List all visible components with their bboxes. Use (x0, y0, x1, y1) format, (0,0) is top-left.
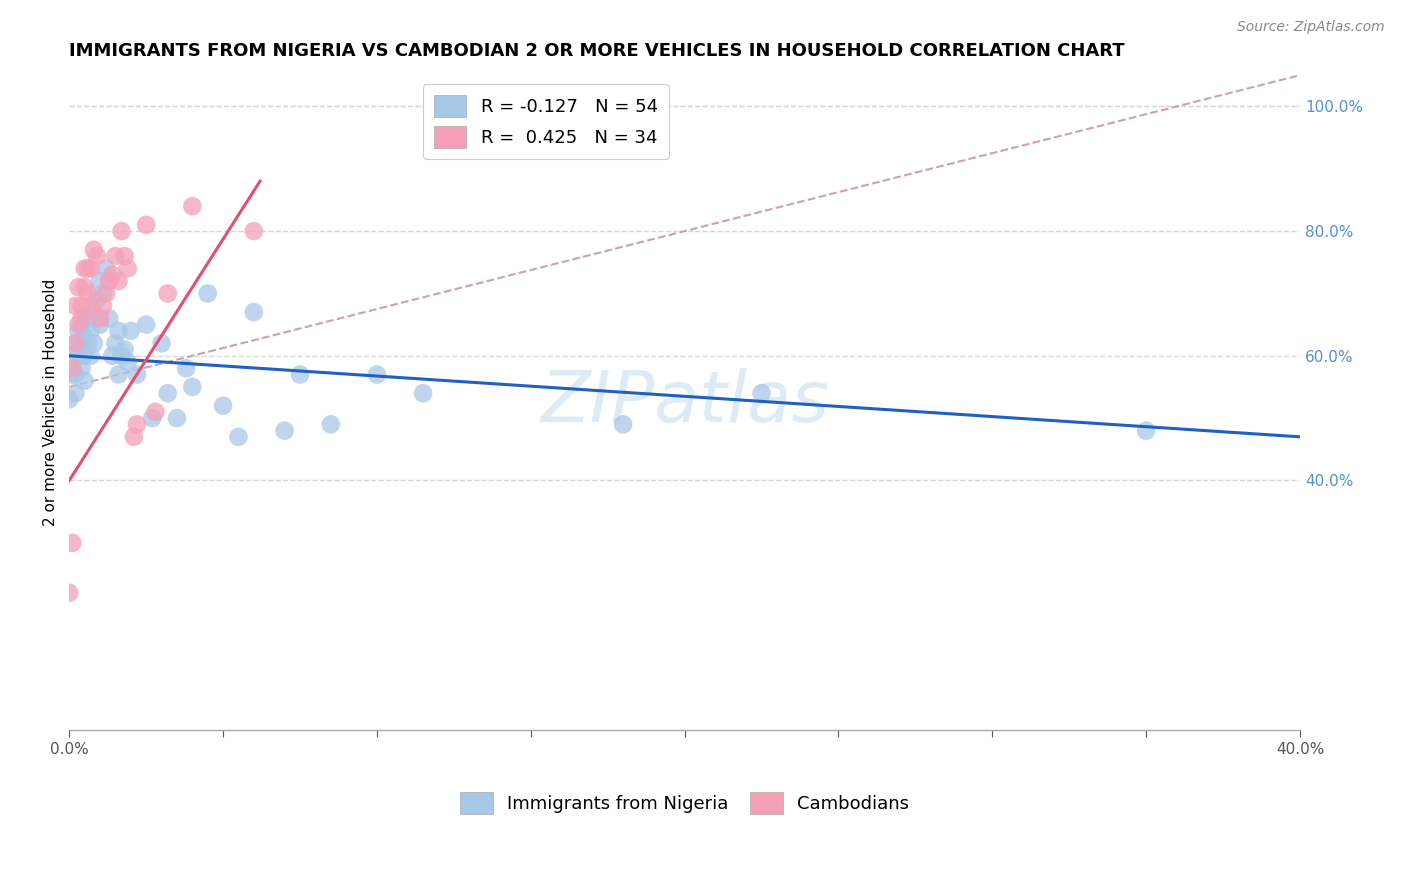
Point (319, 417, 342, 432)
Point (181, 199, 204, 213)
Point (67, 324, 90, 338)
Point (104, 249, 127, 263)
Point (86, 293, 108, 307)
Point (80, 261, 103, 276)
Point (104, 336, 127, 351)
Point (58, 585, 80, 599)
Point (73, 349, 96, 363)
Point (145, 405, 167, 419)
Point (125, 417, 148, 432)
Point (91, 286, 114, 301)
Point (65, 336, 87, 351)
Point (96, 286, 118, 301)
Point (117, 355, 139, 369)
Point (114, 343, 136, 357)
Point (80, 349, 103, 363)
Point (80, 299, 103, 313)
Point (65, 336, 87, 351)
Point (73, 261, 96, 276)
Text: Source: ZipAtlas.com: Source: ZipAtlas.com (1237, 20, 1385, 34)
Point (612, 417, 634, 432)
Point (197, 286, 219, 301)
Point (751, 386, 773, 401)
Point (83, 336, 105, 351)
Point (135, 318, 157, 332)
Point (89, 311, 111, 326)
Point (65, 368, 87, 382)
Point (76, 336, 98, 351)
Point (86, 249, 108, 263)
Point (73, 330, 96, 344)
Point (366, 368, 388, 382)
Point (243, 305, 266, 319)
Point (96, 261, 118, 276)
Point (70, 299, 93, 313)
Point (174, 361, 197, 376)
Point (150, 336, 173, 351)
Point (65, 386, 87, 401)
Point (91, 299, 114, 313)
Point (288, 368, 311, 382)
Point (166, 411, 188, 425)
Point (141, 411, 163, 425)
Point (125, 368, 148, 382)
Point (243, 224, 266, 238)
Point (83, 305, 105, 319)
Point (70, 318, 93, 332)
Point (60, 361, 83, 376)
Point (101, 268, 124, 282)
Point (76, 311, 98, 326)
Point (107, 324, 129, 338)
Point (181, 380, 204, 394)
Point (76, 286, 98, 301)
Point (89, 318, 111, 332)
Point (89, 274, 111, 288)
Point (67, 318, 90, 332)
Point (98, 311, 121, 326)
Point (122, 430, 145, 444)
Point (60, 536, 83, 550)
Point (156, 286, 179, 301)
Y-axis label: 2 or more Vehicles in Household: 2 or more Vehicles in Household (44, 279, 58, 526)
Point (110, 224, 132, 238)
Point (120, 324, 142, 338)
Point (60, 349, 83, 363)
Point (73, 280, 96, 294)
Point (83, 243, 105, 257)
Point (135, 218, 157, 232)
Point (70, 336, 93, 351)
Text: ZIPatlas: ZIPatlas (540, 368, 830, 437)
Point (114, 249, 136, 263)
Point (65, 299, 87, 313)
Point (1135, 424, 1157, 438)
Point (58, 392, 80, 407)
Text: IMMIGRANTS FROM NIGERIA VS CAMBODIAN 2 OR MORE VEHICLES IN HOUSEHOLD CORRELATION: IMMIGRANTS FROM NIGERIA VS CAMBODIAN 2 O… (69, 42, 1125, 60)
Point (70, 311, 93, 326)
Point (212, 399, 235, 413)
Point (67, 349, 90, 363)
Point (98, 274, 121, 288)
Point (60, 368, 83, 382)
Point (70, 361, 93, 376)
Point (80, 324, 103, 338)
Point (76, 261, 98, 276)
Point (117, 261, 139, 276)
Point (107, 368, 129, 382)
Point (101, 349, 124, 363)
Legend: Immigrants from Nigeria, Cambodians: Immigrants from Nigeria, Cambodians (453, 785, 917, 822)
Point (228, 430, 250, 444)
Point (107, 274, 129, 288)
Point (67, 280, 90, 294)
Point (73, 374, 96, 388)
Point (412, 386, 434, 401)
Point (110, 349, 132, 363)
Point (273, 424, 295, 438)
Point (156, 386, 179, 401)
